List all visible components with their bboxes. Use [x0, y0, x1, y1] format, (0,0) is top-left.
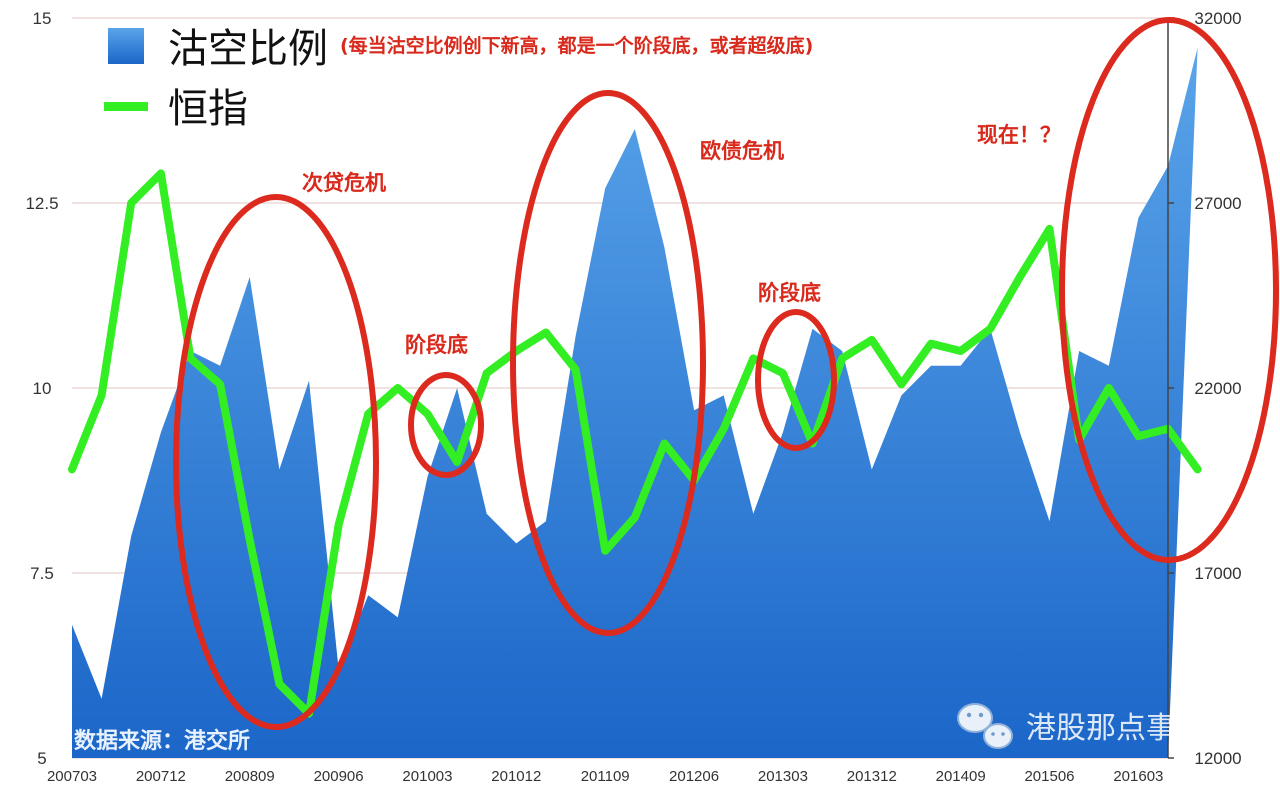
annotation-stage-bottom-1: 阶段底: [405, 333, 468, 357]
x-tick-label-9: 201312: [847, 768, 897, 785]
x-tick-label-6: 201109: [581, 768, 630, 785]
ellipse-stage-bottom-2: [755, 309, 837, 451]
left-axis: 5 7.5 10 12.5 15: [25, 9, 58, 768]
annotation-stage-bottom-2: 阶段底: [758, 281, 821, 305]
legend-swatch-hsi: [104, 102, 148, 111]
ellipse-euro-debt-crisis: [510, 90, 706, 636]
legend-label-short-ratio: 沽空比例: [168, 26, 328, 72]
right-tick-label-2: 22000: [1194, 379, 1241, 398]
annotation-subprime-crisis: 次贷危机: [302, 171, 386, 195]
wechat-icon: [957, 703, 1013, 749]
left-tick-label-4: 15: [33, 9, 52, 28]
left-tick-label-0: 5: [37, 749, 46, 768]
x-tick-label-8: 201303: [758, 768, 808, 785]
short-ratio-area: [72, 47, 1198, 759]
left-tick-label-2: 10: [33, 379, 52, 398]
x-tick-label-3: 200906: [314, 768, 364, 785]
ellipse-now: [1059, 17, 1279, 563]
annotation-ellipses: [173, 17, 1279, 730]
x-tick-label-1: 200712: [136, 768, 186, 785]
legend-label-hsi: 恒指: [168, 86, 248, 132]
x-axis: 200703 200712 200809 200906 201003 201012 2011…: [47, 768, 1163, 785]
left-tick-label-3: 12.5: [25, 194, 58, 213]
x-tick-label-7: 201206: [669, 768, 719, 785]
legend-swatch-short-ratio: [108, 28, 144, 64]
right-tick-label-0: 12000: [1194, 749, 1241, 768]
x-tick-label-12: 201603: [1113, 768, 1163, 785]
watermark-text: 港股那点事: [1026, 711, 1176, 746]
right-axis: 12000 17000 22000 27000 32000: [1167, 9, 1242, 768]
right-tick-label-4: 32000: [1194, 9, 1241, 28]
data-source-label: 数据来源：港交所: [74, 728, 250, 754]
ellipse-stage-bottom-1: [408, 372, 484, 478]
x-tick-label-10: 201409: [936, 768, 986, 785]
annotation-now: 现在！？: [977, 123, 1061, 147]
right-tick-label-3: 27000: [1194, 194, 1241, 213]
x-tick-label-4: 201003: [402, 768, 452, 785]
x-tick-label-5: 201012: [491, 768, 541, 785]
hsi-line: [68, 169, 1202, 718]
short-ratio-area-layer: [72, 47, 1198, 759]
left-tick-label-1: 7.5: [30, 564, 54, 583]
ellipse-subprime-crisis: [173, 194, 379, 730]
watermark: 港股那点事: [957, 703, 1176, 749]
legend-note-short-ratio: (每当沽空比例创下新高，都是一个阶段底，或者超级底): [340, 34, 813, 57]
annotation-euro-debt-crisis: 欧债危机: [700, 139, 784, 163]
x-tick-label-2: 200809: [225, 768, 275, 785]
x-tick-label-0: 200703: [47, 768, 97, 785]
legend: 沽空比例 (每当沽空比例创下新高，都是一个阶段底，或者超级底) 恒指: [104, 26, 813, 132]
x-tick-label-11: 201506: [1024, 768, 1074, 785]
annotation-labels: 次贷危机 阶段底 欧债危机 阶段底 现在！？: [302, 123, 1061, 357]
right-tick-label-1: 17000: [1194, 564, 1241, 583]
hsi-line-layer: [68, 169, 1202, 718]
